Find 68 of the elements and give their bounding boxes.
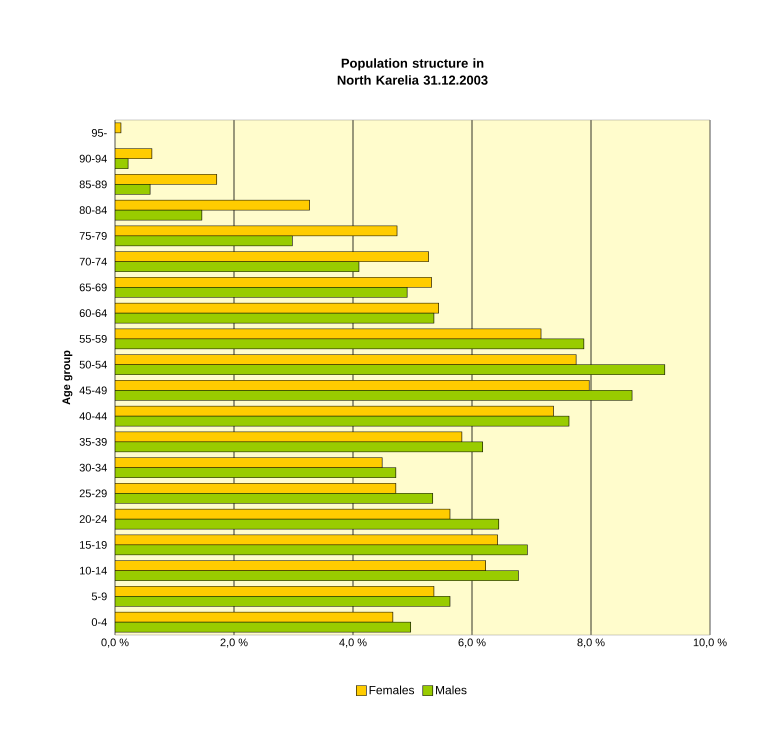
y-tick-label: 15-19 [80,541,107,549]
y-tick-label: 40-44 [79,412,107,420]
x-tick-label: 10,0 % [694,638,727,648]
bar [115,622,412,632]
y-tick-label: 65-69 [80,284,107,292]
y-tick-label: 0-4 [92,618,107,626]
bar [115,457,382,468]
chart-title: Population structure in North Karelia 31.12.2003 [338,58,488,85]
bar [115,174,218,185]
bar [115,184,150,195]
y-tick-label: 75-79 [80,232,107,240]
bar [115,586,434,597]
y-tick-label: 90-94 [80,154,107,163]
bar [115,508,450,520]
bar [115,560,486,571]
legend-label: Females [370,686,414,694]
bar [115,612,394,622]
bar [115,148,152,159]
x-tick-label: 0,0 % [101,638,129,648]
bar [115,158,128,169]
bar [115,380,590,391]
bar [115,226,398,236]
y-tick-label: 20-24 [80,515,107,524]
bar [115,364,666,375]
y-tick-label: 45-49 [79,386,107,394]
bar [115,534,498,546]
bar [115,390,632,401]
x-tick-label: 8,0 % [577,638,605,648]
bar [115,328,542,340]
bar [115,210,202,220]
bar [115,518,500,530]
bar [115,277,432,288]
bar [115,544,528,556]
bar [115,406,554,416]
legend-label: Males [436,686,467,694]
y-tick-label: 30-34 [80,464,107,472]
bar [115,570,519,581]
bar [115,236,293,246]
y-tick-label: 95- [92,129,107,137]
y-tick-label: 70-74 [80,258,107,266]
x-tick-label: 4,0 % [339,638,367,648]
bar [115,302,439,314]
y-tick-label: 25-29 [80,490,107,498]
y-tick-label: 5-9 [92,592,107,600]
bar [115,467,396,478]
bar [115,251,429,262]
y-tick-label: 80-84 [80,206,107,214]
bar [115,493,434,504]
bar [115,596,450,607]
y-tick-label: 35-39 [80,438,107,446]
bar [115,416,570,426]
x-tick-label: 6,0 % [458,638,486,648]
y-axis-title: Age group [62,350,72,405]
bar [115,354,576,365]
bar [115,261,360,272]
bar [115,442,484,452]
x-tick-label: 2,0 % [220,638,248,648]
bar [115,432,462,442]
bar [115,338,584,350]
bar [115,483,396,494]
y-tick-label: 60-64 [80,309,107,318]
y-tick-label: 10-14 [80,566,107,575]
bar [115,200,310,210]
y-tick-label: 50-54 [80,360,107,369]
bar [115,312,434,324]
y-tick-label: 85-89 [80,180,107,188]
y-tick-label: 55-59 [80,335,107,343]
bar [115,287,408,298]
